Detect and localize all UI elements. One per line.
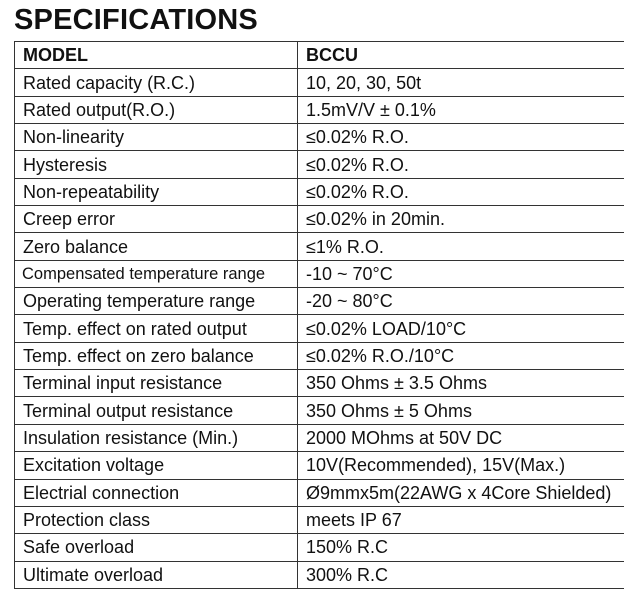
spec-label: Electrial connection [14, 478, 298, 507]
spec-label: Insulation resistance (Min.) [14, 423, 298, 453]
spec-value: 10, 20, 30, 50t [297, 68, 624, 97]
spec-label: Rated output(R.O.) [14, 95, 298, 125]
spec-value: meets IP 67 [297, 505, 624, 535]
spec-label: Creep error [14, 205, 298, 234]
spec-value: 350 Ohms ± 5 Ohms [297, 396, 624, 425]
spec-label: Hysteresis [14, 150, 298, 179]
table-row: Excitation voltage 10V(Recommended), 15V(… [14, 451, 624, 480]
table-row: Rated capacity (R.C.) 10, 20, 30, 50t [14, 68, 624, 97]
table-row: Temp. effect on zero balance ≤0.02% R.O./… [14, 341, 624, 371]
table-row: Temp. effect on rated output ≤0.02% LOAD/… [14, 314, 624, 343]
spec-label: Operating temperature range [14, 287, 298, 316]
table-row: Non-repeatability ≤0.02% R.O. [14, 177, 624, 207]
spec-value: 150% R.C [297, 533, 624, 562]
header-model-label: MODEL [14, 40, 298, 70]
spec-value: 1.5mV/V ± 0.1% [297, 95, 624, 125]
table-row: Non-linearity ≤0.02% R.O. [14, 123, 624, 152]
table-row: Rated output(R.O.) 1.5mV/V ± 0.1% [14, 95, 624, 125]
table-row: Safe overload 150% R.C [14, 533, 624, 562]
spec-label: Rated capacity (R.C.) [14, 68, 298, 97]
spec-value: 300% R.C [297, 560, 624, 589]
table-row: Ultimate overload 300% R.C [14, 560, 624, 589]
specifications-table: MODEL BCCU Rated capacity (R.C.) 10, 20, … [14, 40, 624, 589]
spec-value: -10 ~ 70°C [297, 259, 624, 289]
spec-value: ≤0.02% R.O. [297, 123, 624, 152]
table-row: Hysteresis ≤0.02% R.O. [14, 150, 624, 179]
spec-label: Terminal input resistance [14, 369, 298, 398]
spec-label: Ultimate overload [14, 560, 298, 589]
spec-label: Non-linearity [14, 123, 298, 152]
spec-value: Ø9mmx5m(22AWG x 4Core Shielded) [297, 478, 624, 507]
table-row: Zero balance ≤1% R.O. [14, 232, 624, 261]
header-model-value: BCCU [297, 40, 624, 70]
spec-label: Excitation voltage [14, 451, 298, 480]
table-row: Compensated temperature range -10 ~ 70°C [14, 259, 624, 289]
spec-value: 10V(Recommended), 15V(Max.) [297, 451, 624, 480]
table-row: Protection class meets IP 67 [14, 505, 624, 535]
spec-value: -20 ~ 80°C [297, 287, 624, 316]
spec-value: 350 Ohms ± 3.5 Ohms [297, 369, 624, 398]
spec-label: Safe overload [14, 533, 298, 562]
spec-value: 2000 MOhms at 50V DC [297, 423, 624, 453]
table-row: Terminal input resistance 350 Ohms ± 3.5 … [14, 369, 624, 398]
spec-value: ≤1% R.O. [297, 232, 624, 261]
spec-label: Temp. effect on zero balance [14, 341, 298, 371]
spec-value: ≤0.02% R.O. [297, 150, 624, 179]
spec-label: Zero balance [14, 232, 298, 261]
table-row: Electrial connection Ø9mmx5m(22AWG x 4Cor… [14, 478, 624, 507]
spec-value: ≤0.02% LOAD/10°C [297, 314, 624, 343]
table-header-row: MODEL BCCU [14, 40, 624, 70]
page-title: SPECIFICATIONS [14, 4, 258, 36]
spec-label: Non-repeatability [14, 177, 298, 207]
table-row: Insulation resistance (Min.) 2000 MOhms a… [14, 423, 624, 453]
spec-value: ≤0.02% R.O. [297, 177, 624, 207]
spec-label: Temp. effect on rated output [14, 314, 298, 343]
spec-label: Protection class [14, 505, 298, 535]
spec-label: Compensated temperature range [14, 259, 298, 289]
table-row: Terminal output resistance 350 Ohms ± 5 O… [14, 396, 624, 425]
spec-label: Terminal output resistance [14, 396, 298, 425]
spec-value: ≤0.02% R.O./10°C [297, 341, 624, 371]
table-row: Operating temperature range -20 ~ 80°C [14, 287, 624, 316]
spec-value: ≤0.02% in 20min. [297, 205, 624, 234]
table-row: Creep error ≤0.02% in 20min. [14, 205, 624, 234]
